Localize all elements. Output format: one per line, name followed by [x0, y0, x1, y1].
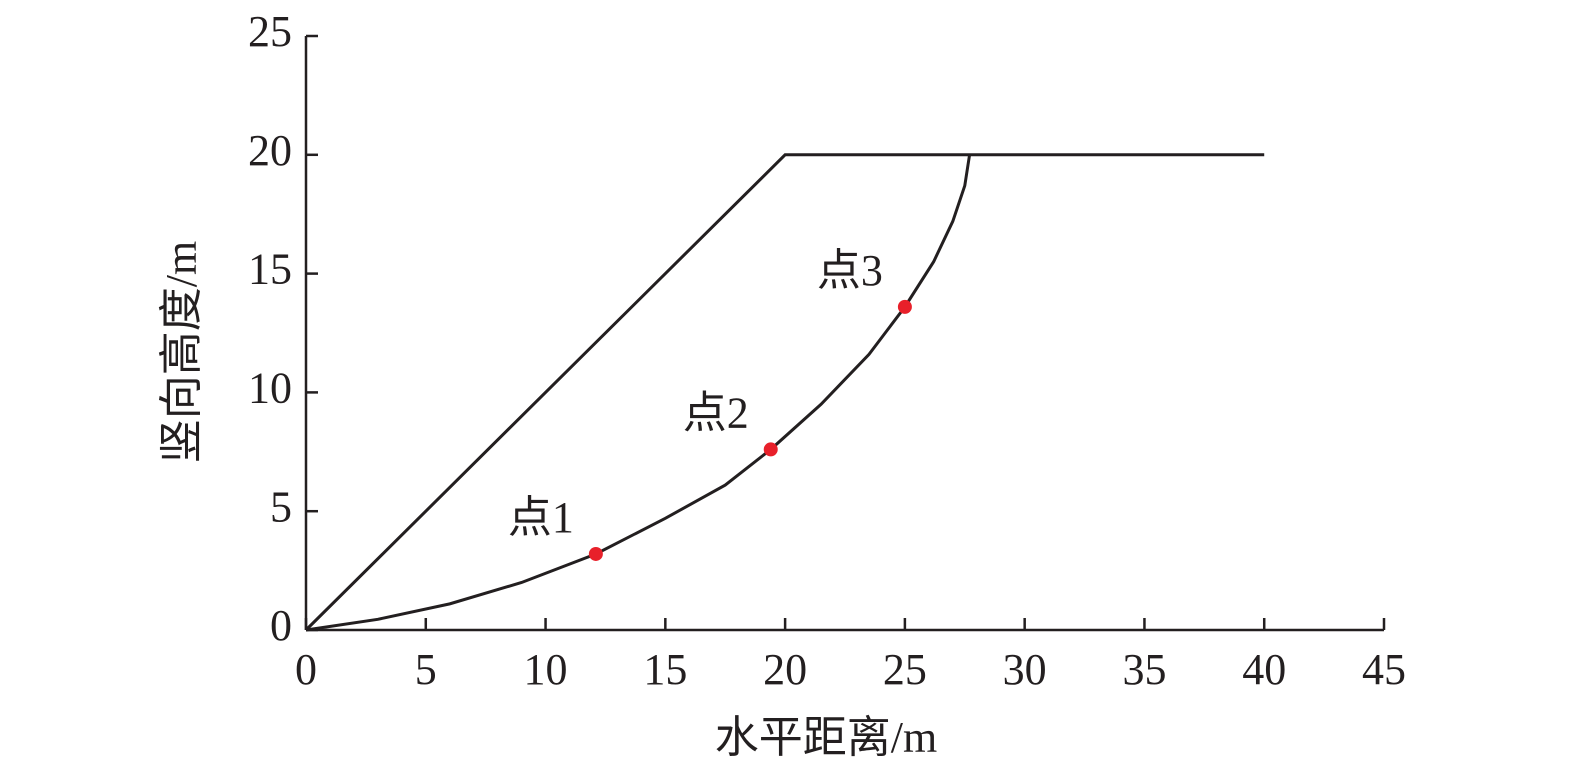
- x-tick-label: 0: [295, 645, 317, 694]
- point: [763, 442, 778, 457]
- curve: [305, 154, 972, 632]
- y-tick-label: 0: [270, 601, 292, 650]
- point: [897, 299, 912, 314]
- x-axis-label: 水平距离/m: [715, 713, 937, 762]
- point-label: 点1: [508, 493, 574, 542]
- x-tick-label: 20: [763, 645, 807, 694]
- point-label: 点2: [683, 389, 749, 438]
- x-tick-label: 35: [1122, 645, 1166, 694]
- y-tick-label: 5: [270, 482, 292, 531]
- curve: [304, 153, 1265, 632]
- y-tick-label: 25: [248, 7, 292, 56]
- point: [588, 546, 603, 561]
- x-tick-label: 10: [524, 645, 568, 694]
- y-axis-label: 竖向高度/m: [157, 241, 206, 463]
- x-tick-label: 40: [1242, 645, 1286, 694]
- x-tick-label: 5: [415, 645, 437, 694]
- x-tick-label: 45: [1362, 645, 1406, 694]
- x-tick-label: 30: [1003, 645, 1047, 694]
- x-tick-label: 25: [883, 645, 927, 694]
- y-tick-label: 15: [248, 245, 292, 294]
- x-tick-label: 15: [643, 645, 687, 694]
- point-label: 点3: [817, 246, 883, 295]
- y-tick-label: 10: [248, 363, 292, 412]
- y-tick-label: 20: [248, 126, 292, 175]
